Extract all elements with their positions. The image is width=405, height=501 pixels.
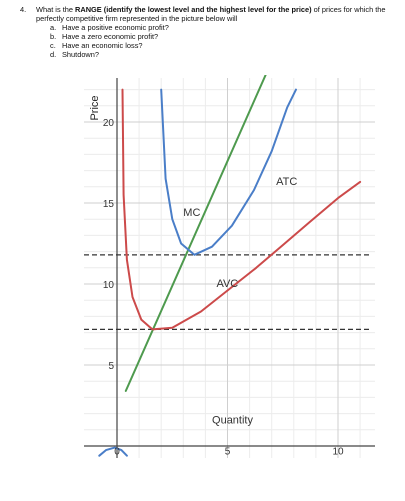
question-stem-bold: RANGE (identify the lowest level and the… <box>75 5 312 14</box>
option-b: b. Have a zero economic profit? <box>50 32 158 41</box>
axes <box>84 78 375 458</box>
y-axis-label: Price <box>89 95 101 120</box>
curve-annotation: ATC <box>276 176 297 188</box>
option-letter: b. <box>50 32 57 41</box>
question-stem-line2: perfectly competitive firm represented i… <box>36 14 238 23</box>
atc-curve <box>160 88 297 256</box>
option-letter: d. <box>50 50 57 59</box>
question-stem: What is the RANGE (identify the lowest l… <box>36 5 386 14</box>
mc-curve <box>124 75 267 392</box>
question-stem-suffix: of prices for which the <box>311 5 386 14</box>
avc-curve <box>121 88 362 331</box>
y-tick-label: 10 <box>103 280 115 291</box>
question-stem-prefix: What is the <box>36 5 76 14</box>
y-tick-label: 5 <box>108 361 114 372</box>
cost-curves <box>98 75 362 457</box>
curve-annotation: Quantity <box>212 414 253 426</box>
x-tick-label: 10 <box>332 446 344 457</box>
tick-labels: 5 10 15 20 0 5 10 <box>103 118 344 457</box>
x-tick-label: 5 <box>225 446 231 457</box>
partial-curve <box>98 446 128 457</box>
option-text: Shutdown? <box>62 50 99 59</box>
curve-annotation: AVC <box>216 278 238 290</box>
option-letter: a. <box>50 23 57 32</box>
curve-annotations: MC ATC AVC Quantity <box>183 176 297 426</box>
option-c: c. Have an economic loss? <box>50 41 143 50</box>
option-d: d. Shutdown? <box>50 50 99 59</box>
option-a: a. Have a positive economic profit? <box>50 23 169 32</box>
y-tick-label: 20 <box>103 118 115 129</box>
option-text: Have an economic loss? <box>62 41 143 50</box>
option-text: Have a positive economic profit? <box>62 23 169 32</box>
option-letter: c. <box>50 41 56 50</box>
x-tick-label: 0 <box>114 446 120 457</box>
option-text: Have a zero economic profit? <box>62 32 159 41</box>
question-number: 4. <box>20 5 27 14</box>
curve-annotation: MC <box>183 207 200 219</box>
y-tick-label: 15 <box>103 199 115 210</box>
